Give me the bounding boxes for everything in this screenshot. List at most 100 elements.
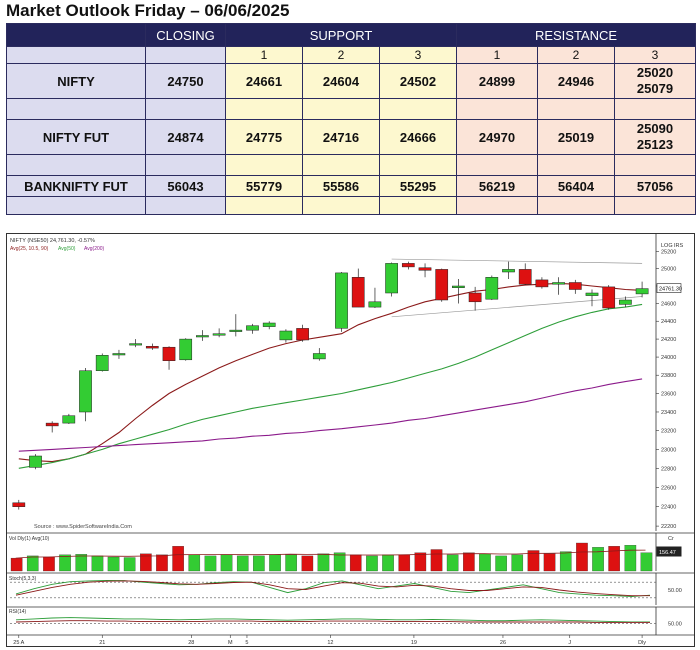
table-row: NIFTY FUT 24874 24775 24716 24666 24970 … xyxy=(6,119,696,155)
volume-bar xyxy=(107,556,120,572)
x-tick-label: 21 xyxy=(99,640,105,646)
y-tick-label: 24600 xyxy=(661,302,676,308)
candle-body xyxy=(468,292,482,303)
currency-label: IRS xyxy=(674,243,684,249)
moving-average-line xyxy=(18,303,643,469)
row-resistance-3-value: 25090 xyxy=(636,121,674,136)
volume-value-tag xyxy=(656,546,682,557)
price-chart: NIFTY (NSE50) 24,761.30, -0.57% Avg(25, 1… xyxy=(6,233,695,647)
row-support-3: 55295 xyxy=(379,175,457,197)
y-tick-label: 22400 xyxy=(661,505,676,511)
spacer-row xyxy=(6,98,696,120)
volume-bar xyxy=(576,542,588,572)
volume-bar xyxy=(156,554,168,572)
row-resistance-2: 25019 xyxy=(537,119,615,155)
volume-bar xyxy=(59,554,71,572)
candle-body xyxy=(485,277,499,300)
row-resistance-2: 24946 xyxy=(537,63,615,99)
candle-body xyxy=(535,279,549,288)
y-tick-label: 22600 xyxy=(661,485,676,491)
candle-body xyxy=(12,502,26,507)
candle-body xyxy=(112,353,126,356)
y-tick-label: 23600 xyxy=(661,392,676,398)
candle-body xyxy=(351,277,365,308)
candle-body xyxy=(145,346,159,349)
candle-body xyxy=(62,415,76,424)
volume-bar xyxy=(446,554,459,572)
resistance-level-2: 2 xyxy=(537,46,615,64)
candle-body xyxy=(568,282,582,290)
resistance-level-1: 1 xyxy=(456,46,538,64)
row-support-3: 24502 xyxy=(379,63,457,99)
trend-line xyxy=(391,296,643,318)
volume-bar xyxy=(333,552,346,572)
volume-bar xyxy=(640,552,653,572)
header-support: SUPPORT xyxy=(225,23,457,47)
candle-body xyxy=(435,269,449,301)
candle-body xyxy=(619,299,632,305)
volume-bar xyxy=(140,553,152,572)
x-tick-label: 26 xyxy=(500,640,506,646)
support-level-1: 1 xyxy=(225,46,303,64)
volume-bar xyxy=(26,555,39,572)
volume-bar xyxy=(236,555,249,572)
row-closing: 24874 xyxy=(145,119,226,155)
candle-body xyxy=(79,370,92,413)
row-support-2: 24604 xyxy=(302,63,380,99)
volume-bar xyxy=(349,554,362,572)
resistance-level-3: 3 xyxy=(614,46,696,64)
x-tick-label: 12 xyxy=(327,640,333,646)
y-tick-label: 23200 xyxy=(661,429,676,435)
levels-table: CLOSING SUPPORT RESISTANCE 1 2 3 1 2 3 N… xyxy=(6,23,696,215)
row-resistance-1: 24899 xyxy=(456,63,538,99)
last-price-label: 24761.30 xyxy=(659,287,682,293)
stochastic-label: Stoch(5,3,3) xyxy=(9,576,37,582)
scale-label: LOG xyxy=(661,243,673,249)
volume-label: Vol Dly(1) Avg(10) xyxy=(9,536,50,542)
y-tick-label: 25200 xyxy=(661,249,676,255)
candle-body xyxy=(401,263,415,268)
legend-entry: Avg(50) xyxy=(58,246,76,252)
volume-bar xyxy=(479,553,491,572)
legend-entry: Avg(25, 10.5, 90) xyxy=(10,246,49,252)
volume-bar xyxy=(269,554,281,572)
y-tick-label: 23800 xyxy=(661,373,676,379)
row-resistance-1: 24970 xyxy=(456,119,538,155)
candle-body xyxy=(246,325,259,331)
y-tick-label: 24000 xyxy=(661,355,676,361)
rsi-right-label: 50.00 xyxy=(668,621,682,627)
candle-body xyxy=(452,285,465,288)
spacer-row xyxy=(6,196,696,215)
support-level-3: 3 xyxy=(379,46,457,64)
candle-body xyxy=(196,335,209,338)
volume-bar xyxy=(253,555,265,572)
candle-body xyxy=(262,322,276,327)
row-resistance-3: 25090 25123 xyxy=(614,119,696,155)
volume-bar xyxy=(382,554,394,572)
volume-bar xyxy=(301,555,314,572)
candle-body xyxy=(502,269,515,273)
chart-panel: NIFTY (NSE50) 24,761.30, -0.57% Avg(25, 1… xyxy=(6,233,695,647)
candle-body xyxy=(585,292,599,296)
candle-body xyxy=(418,267,432,271)
candle-body xyxy=(312,353,326,360)
subheader-blank xyxy=(6,46,146,64)
subheader-closing-blank xyxy=(145,46,226,64)
volume-bar xyxy=(10,557,23,572)
candle-body xyxy=(29,455,42,468)
stochastic-right-label: 50.00 xyxy=(668,588,682,594)
page-title: Market Outlook Friday – 06/06/2025 xyxy=(6,1,290,20)
table-row: NIFTY 24750 24661 24604 24502 24899 2494… xyxy=(6,63,696,99)
row-resistance-3: 25020 25079 xyxy=(614,63,696,99)
volume-bar xyxy=(123,557,136,572)
candle-body xyxy=(95,355,109,371)
x-tick-label: 28 xyxy=(188,640,194,646)
candle-body xyxy=(296,328,309,341)
candle-body xyxy=(162,346,176,361)
row-support-2: 24716 xyxy=(302,119,380,155)
moving-average-line xyxy=(18,378,643,452)
volume-bar xyxy=(430,549,443,572)
chart-title: NIFTY (NSE50) 24,761.30, -0.57% xyxy=(10,238,95,244)
volume-bar xyxy=(366,555,378,572)
row-name: NIFTY FUT xyxy=(6,119,146,155)
